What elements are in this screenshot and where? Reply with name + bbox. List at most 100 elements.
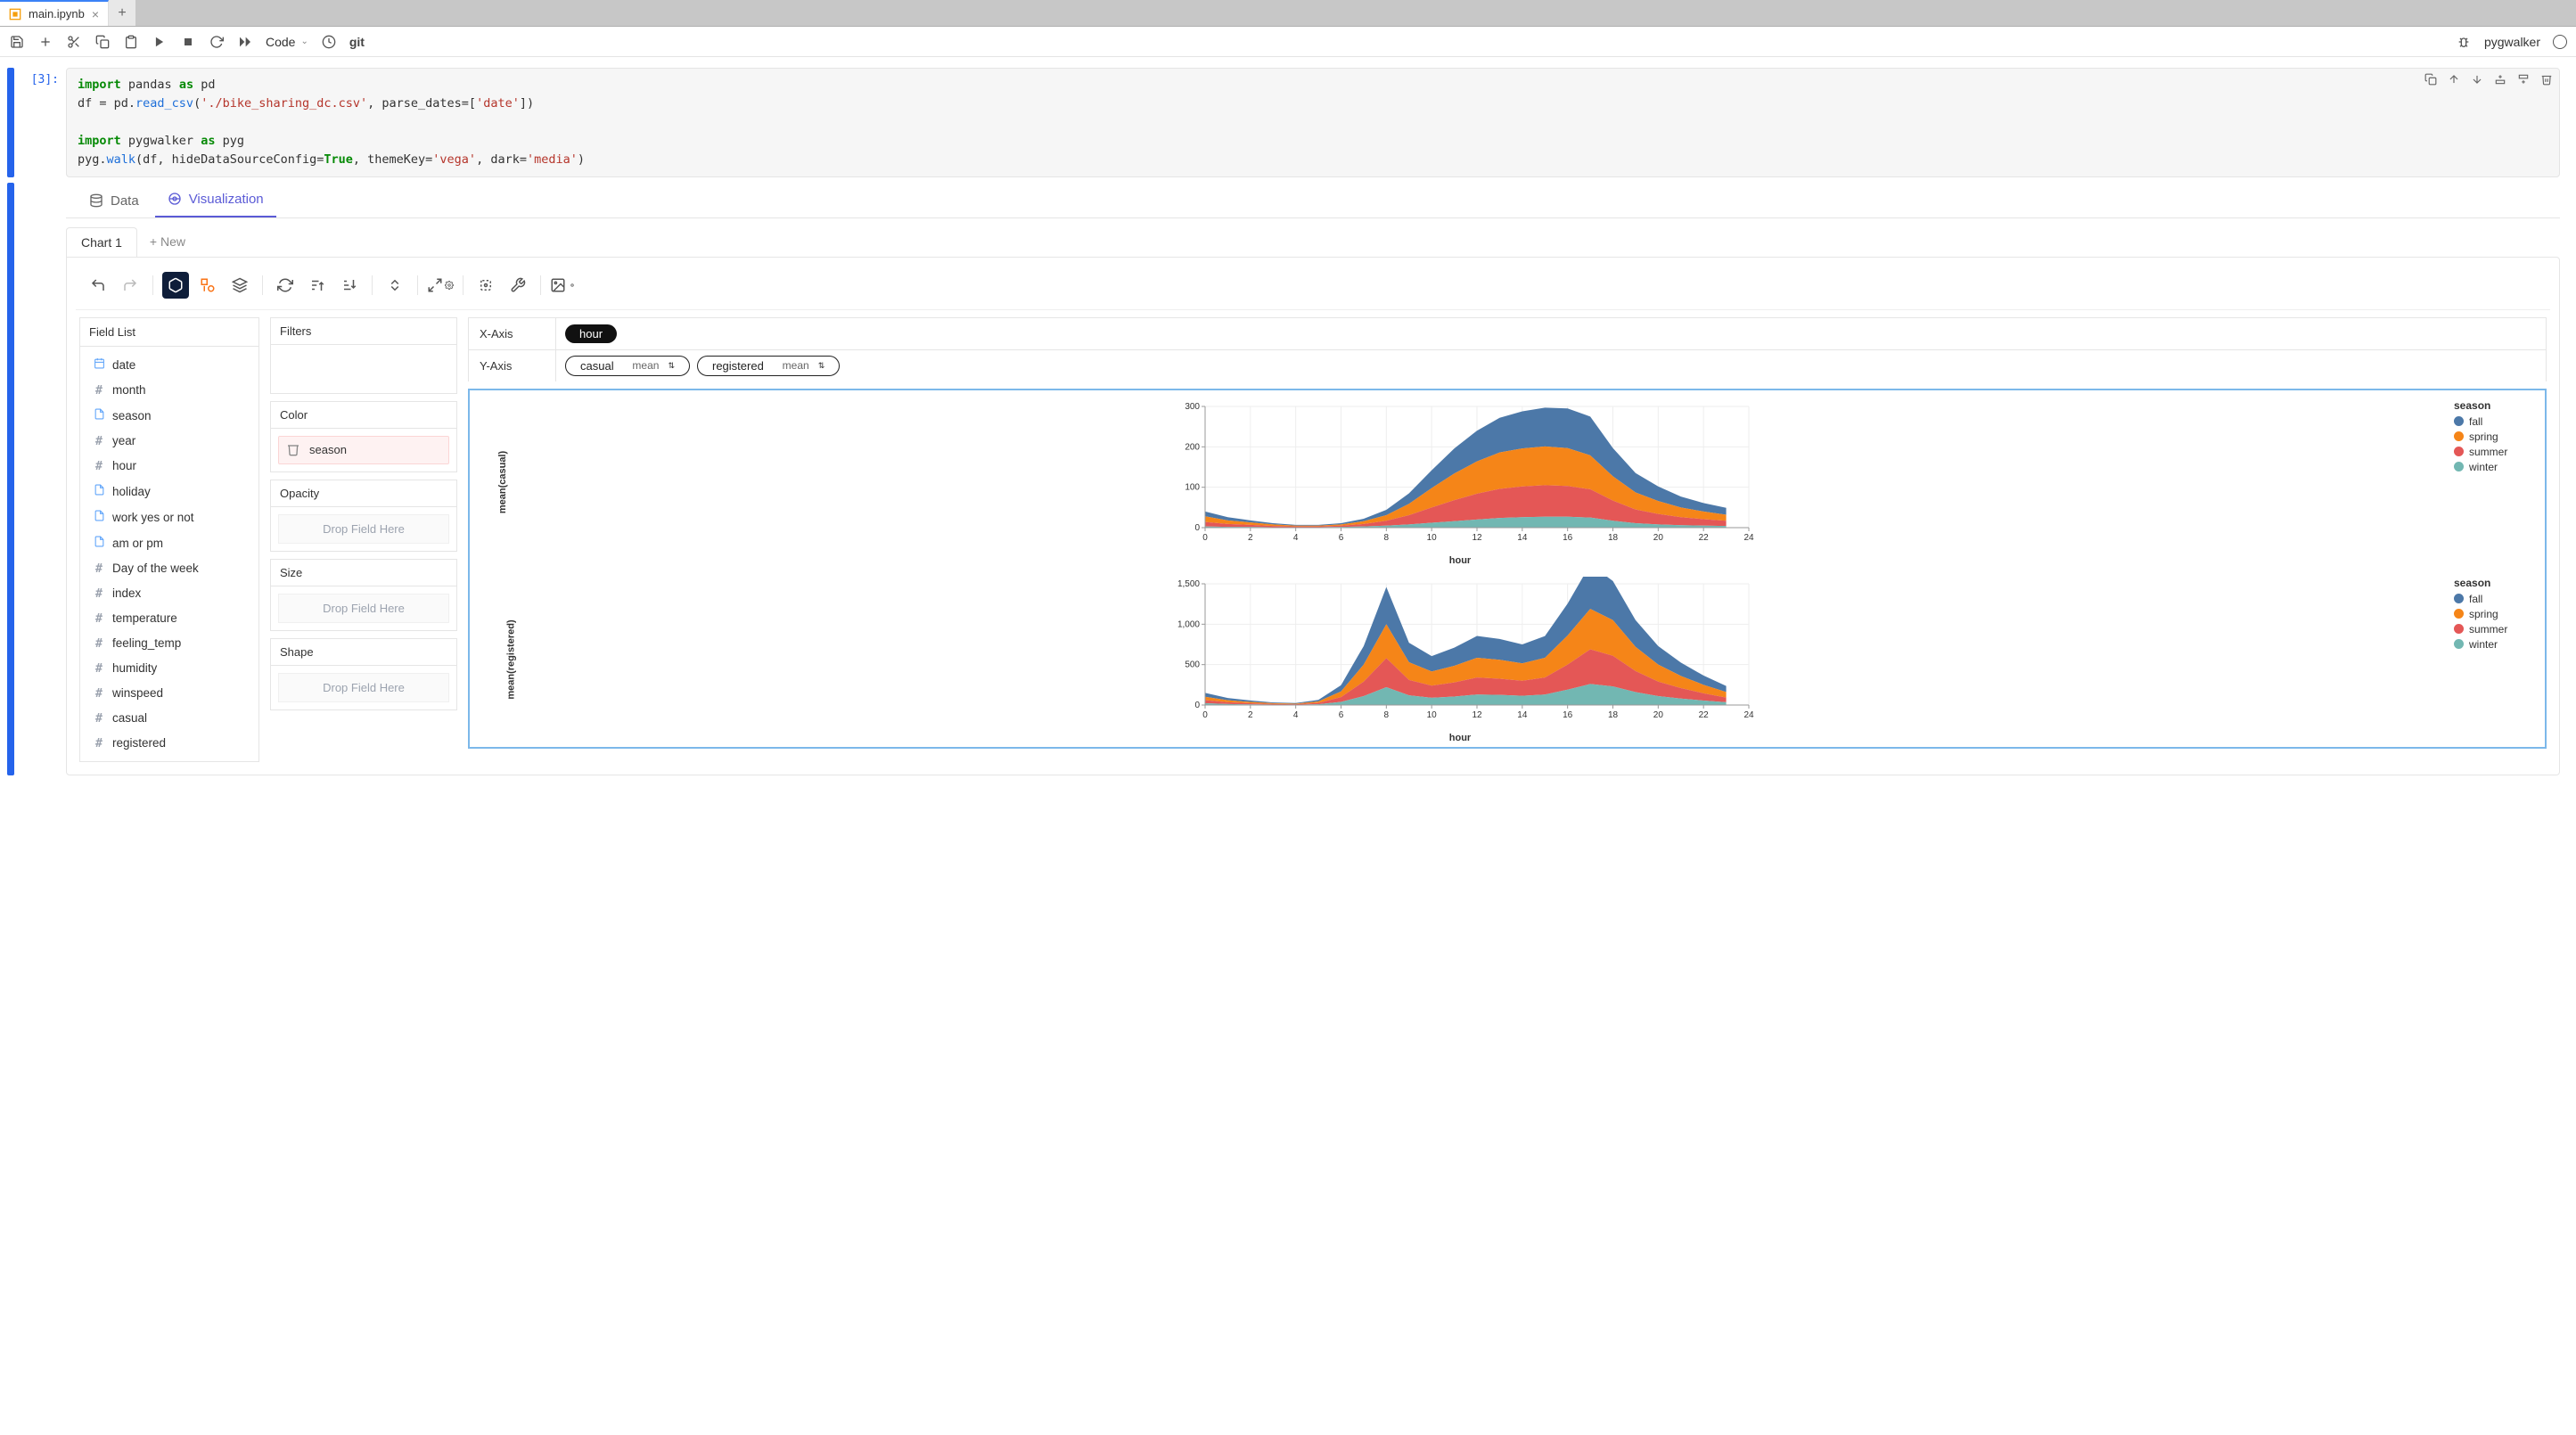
chart-canvas: mean(casual)0100200300024681012141618202… [468,389,2547,749]
legend-casual: seasonfallspringsummerwinter [2454,399,2539,566]
svg-text:24: 24 [1743,533,1754,543]
viz-column: X-Axis hour Y-Axis casual mean ⇅register… [468,317,2547,762]
undo-icon[interactable] [85,272,111,299]
duplicate-icon[interactable] [2424,73,2437,88]
close-icon[interactable]: × [92,7,99,21]
svg-text:18: 18 [1608,533,1619,543]
x-axis-shelf[interactable]: X-Axis hour [468,317,2547,349]
field-registered[interactable]: #registered [84,731,255,756]
field-humidity[interactable]: #humidity [84,656,255,681]
paste-icon[interactable] [123,34,139,50]
field-month[interactable]: #month [84,378,255,403]
field-work-yes-or-not[interactable]: work yes or not [84,504,255,530]
svg-text:16: 16 [1563,710,1573,720]
legend-registered: seasonfallspringsummerwinter [2454,577,2539,743]
transpose-icon[interactable] [272,272,299,299]
chart-tabs: Chart 1 + New [66,227,2560,257]
shelf-shape[interactable]: Shape Drop Field Here [270,638,457,710]
field-am-or-pm[interactable]: am or pm [84,530,255,556]
git-button[interactable]: git [349,35,365,49]
chart-tab-new[interactable]: + New [137,227,198,256]
field-index[interactable]: #index [84,581,255,606]
insert-above-icon[interactable] [2494,73,2506,88]
stack-icon[interactable] [226,272,253,299]
kernel-status-icon [2553,35,2567,49]
svg-text:10: 10 [1427,710,1438,720]
shelf-color[interactable]: Color season [270,401,457,472]
chart-tab-1[interactable]: Chart 1 [66,227,137,257]
axis-resize-icon[interactable] [381,272,408,299]
mark-type-icon[interactable] [194,272,221,299]
tab-visualization[interactable]: Visualization [155,183,276,217]
field-season[interactable]: season [84,403,255,429]
file-tab-label: main.ipynb [29,7,85,20]
coord-icon[interactable] [472,272,499,299]
field-list-title: Field List [80,318,258,347]
encoding-shelves: Filters Color season Opacity [270,317,457,762]
svg-text:12: 12 [1472,533,1482,543]
color-field-pill[interactable]: season [278,436,449,464]
cell-output: Data Visualization Chart 1 + New [0,177,2576,775]
layout-icon[interactable] [427,272,454,299]
clock-icon[interactable] [321,34,337,50]
field-Day-of-the-week[interactable]: #Day of the week [84,556,255,581]
editor-tabbar: main.ipynb × + [0,0,2576,27]
field-holiday[interactable]: holiday [84,479,255,504]
shelf-size[interactable]: Size Drop Field Here [270,559,457,631]
save-icon[interactable] [9,34,25,50]
sort-desc-icon[interactable] [336,272,363,299]
aggregate-icon[interactable] [162,272,189,299]
bug-icon[interactable] [2456,34,2472,50]
field-feeling_temp[interactable]: #feeling_temp [84,631,255,656]
kernel-name[interactable]: pygwalker [2484,35,2540,49]
chart-casual: mean(casual)0100200300024681012141618202… [475,399,2445,566]
svg-text:0: 0 [1202,710,1208,720]
pill-casual[interactable]: casual mean ⇅ [565,356,690,376]
svg-text:1,500: 1,500 [1177,579,1200,589]
export-icon[interactable] [550,272,577,299]
svg-text:20: 20 [1653,533,1664,543]
new-tab-button[interactable]: + [109,0,135,26]
field-temperature[interactable]: #temperature [84,606,255,631]
redo-icon[interactable] [117,272,144,299]
stop-icon[interactable] [180,34,196,50]
svg-text:2: 2 [1248,533,1253,543]
svg-text:12: 12 [1472,710,1482,720]
y-axis-shelf[interactable]: Y-Axis casual mean ⇅registered mean ⇅ [468,349,2547,381]
svg-text:100: 100 [1185,482,1200,492]
insert-below-icon[interactable] [2517,73,2530,88]
svg-text:22: 22 [1699,710,1710,720]
sort-asc-icon[interactable] [304,272,331,299]
restart-icon[interactable] [209,34,225,50]
field-year[interactable]: #year [84,429,255,454]
shelf-opacity[interactable]: Opacity Drop Field Here [270,480,457,552]
tab-data[interactable]: Data [77,184,152,217]
pill-hour[interactable]: hour [565,324,617,343]
move-down-icon[interactable] [2471,73,2483,88]
code-editor[interactable]: import pandas as pd df = pd.read_csv('./… [66,68,2560,177]
move-up-icon[interactable] [2448,73,2460,88]
field-winspeed[interactable]: #winspeed [84,681,255,706]
add-cell-icon[interactable] [37,34,53,50]
svg-text:1,000: 1,000 [1177,619,1200,629]
file-tab[interactable]: main.ipynb × [0,0,109,26]
cut-icon[interactable] [66,34,82,50]
svg-text:20: 20 [1653,710,1664,720]
trash-icon[interactable] [286,442,302,458]
svg-text:18: 18 [1608,710,1619,720]
field-date[interactable]: date [84,352,255,378]
delete-cell-icon[interactable] [2540,73,2553,88]
field-casual[interactable]: #casual [84,706,255,731]
cell-type-select[interactable]: Code⌄ [266,35,308,49]
shelf-filters[interactable]: Filters [270,317,457,394]
svg-text:4: 4 [1293,533,1299,543]
field-hour[interactable]: #hour [84,454,255,479]
debug-icon[interactable] [505,272,531,299]
svg-text:16: 16 [1563,533,1573,543]
run-all-icon[interactable] [237,34,253,50]
copy-icon[interactable] [94,34,111,50]
run-icon[interactable] [152,34,168,50]
pygwalker-mode-tabs: Data Visualization [66,183,2560,218]
svg-text:14: 14 [1517,533,1528,543]
pill-registered[interactable]: registered mean ⇅ [697,356,840,376]
